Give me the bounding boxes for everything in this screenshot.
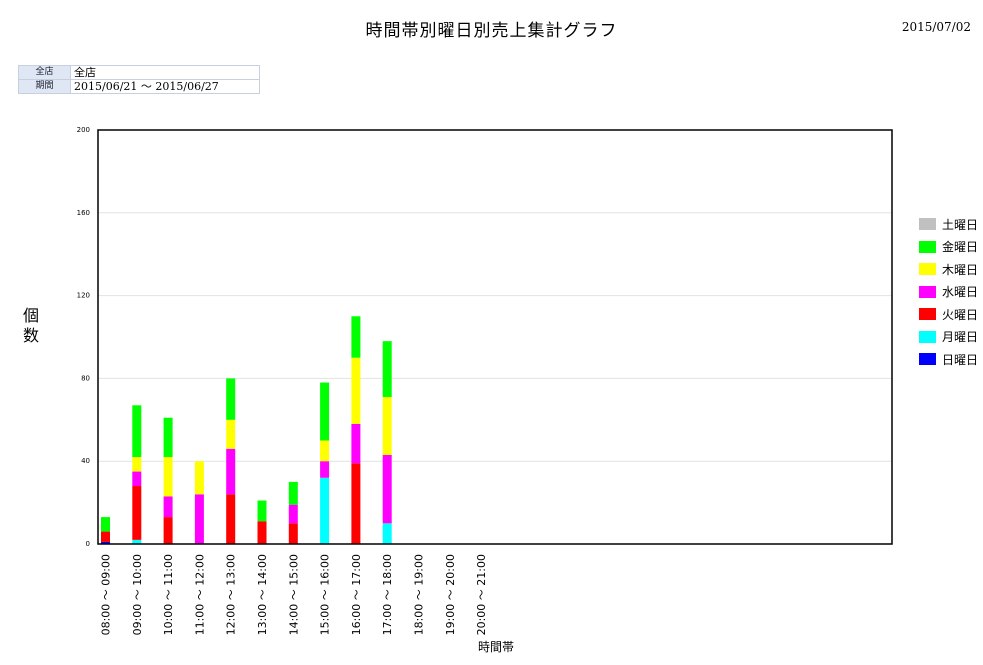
- legend-swatch: [919, 285, 936, 298]
- legend-swatch: [919, 353, 936, 366]
- x-tick-label: 14:00 〜 15:00: [287, 554, 300, 635]
- y-tick-label: 0: [86, 540, 90, 548]
- legend: 土曜日金曜日木曜日水曜日火曜日月曜日日曜日: [919, 213, 978, 371]
- legend-label: 月曜日: [942, 330, 979, 345]
- x-tick-label: 12:00 〜 13:00: [225, 554, 238, 635]
- legend-label: 水曜日: [942, 285, 979, 300]
- x-tick-label: 09:00 〜 10:00: [131, 554, 144, 635]
- bar-segment: [194, 461, 204, 495]
- bar-segment: [163, 496, 173, 518]
- bar-segment: [132, 486, 142, 540]
- filter-table: 全店 全店 期間 2015/06/21 〜 2015/06/27: [18, 65, 260, 94]
- legend-item: 土曜日: [919, 213, 978, 236]
- legend-swatch: [919, 330, 936, 343]
- bar-segment: [320, 440, 330, 462]
- x-tick-label: 10:00 〜 11:00: [162, 554, 175, 635]
- bar-segment: [132, 471, 142, 487]
- report-title: 時間帯別曜日別売上集計グラフ: [365, 21, 618, 41]
- bar-segment: [382, 523, 392, 544]
- bar-segment: [163, 517, 173, 544]
- bar-segment: [351, 423, 361, 464]
- bar-segment: [382, 341, 392, 398]
- legend-label: 木曜日: [942, 262, 979, 277]
- bar-segment: [382, 454, 392, 524]
- bar-segment: [101, 541, 110, 544]
- plot-frame: [97, 129, 893, 545]
- bar-segment: [226, 494, 236, 544]
- bar-segment: [132, 405, 142, 458]
- x-tick-label: 16:00 〜 17:00: [350, 554, 363, 635]
- bar-segment: [101, 531, 110, 542]
- bar-segment: [132, 457, 142, 472]
- legend-label: 金曜日: [942, 240, 979, 255]
- bar-segment: [257, 521, 267, 544]
- x-tick-label: 13:00 〜 14:00: [256, 554, 269, 635]
- y-tick-label: 40: [81, 457, 90, 465]
- bar-segment: [288, 504, 298, 524]
- y-tick-label: 160: [77, 209, 90, 217]
- legend-label: 日曜日: [942, 352, 979, 367]
- x-tick-label: 08:00 〜 09:00: [100, 554, 113, 635]
- x-tick-label: 19:00 〜 20:00: [444, 554, 457, 635]
- x-tick-label: 15:00 〜 16:00: [319, 554, 332, 635]
- bar-segment: [257, 500, 267, 522]
- x-axis-title: 時間帯: [478, 640, 515, 654]
- legend-item: 金曜日: [919, 236, 978, 259]
- bar-segment: [101, 517, 110, 532]
- bar-segment: [288, 523, 298, 544]
- bar-segment: [194, 494, 204, 544]
- bar-segment: [351, 316, 361, 358]
- legend-item: 日曜日: [919, 348, 978, 371]
- report-date: 2015/07/02: [901, 20, 971, 34]
- x-tick-label: 20:00 〜 21:00: [475, 554, 488, 635]
- legend-swatch: [919, 263, 936, 276]
- y-axis-title: 個数: [23, 306, 40, 345]
- legend-item: 木曜日: [919, 258, 978, 281]
- legend-item: 火曜日: [919, 303, 978, 326]
- legend-swatch: [919, 218, 936, 231]
- bar-segment: [226, 378, 236, 420]
- x-tick-label: 17:00 〜 18:00: [381, 554, 394, 635]
- bar-segment: [320, 382, 330, 441]
- bar-segment: [163, 457, 173, 497]
- legend-label: 土曜日: [942, 217, 979, 232]
- legend-item: 月曜日: [919, 326, 978, 349]
- y-tick-label: 200: [77, 126, 90, 134]
- period-row: 期間 2015/06/21 〜 2015/06/27: [18, 79, 260, 94]
- bar-segment: [382, 397, 392, 455]
- x-tick-label: 18:00 〜 19:00: [413, 554, 426, 635]
- bar-segment: [320, 461, 330, 478]
- legend-swatch: [919, 308, 936, 321]
- store-row: 全店 全店: [18, 65, 260, 80]
- bar-segment: [351, 357, 361, 424]
- legend-label: 火曜日: [942, 307, 979, 322]
- bar-segment: [132, 539, 142, 544]
- bar-segment: [163, 417, 173, 458]
- legend-swatch: [919, 240, 936, 253]
- bar-segment: [320, 477, 330, 544]
- bar-segment: [226, 448, 236, 495]
- legend-item: 水曜日: [919, 281, 978, 304]
- y-tick-label: 120: [77, 292, 90, 300]
- period-value: 2015/06/21 〜 2015/06/27: [70, 79, 260, 94]
- bar-segment: [351, 463, 361, 544]
- period-label: 期間: [18, 79, 71, 94]
- bar-segment: [226, 419, 236, 449]
- store-label: 全店: [18, 65, 71, 80]
- y-tick-label: 80: [81, 374, 90, 382]
- x-tick-label: 11:00 〜 12:00: [193, 554, 206, 635]
- bar-segment: [288, 481, 298, 505]
